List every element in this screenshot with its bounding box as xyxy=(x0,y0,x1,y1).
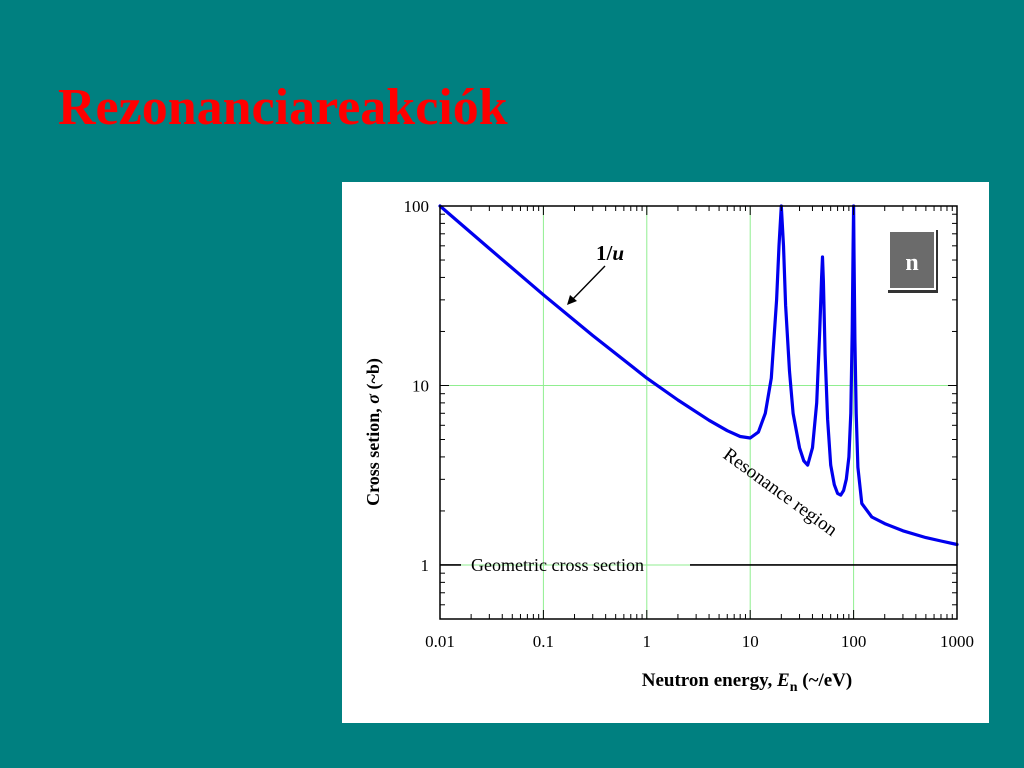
reference-line-label: Geometric cross section xyxy=(471,555,644,575)
y-axis-title: Cross setion, σ (~b) xyxy=(363,358,384,506)
y-tick-label: 100 xyxy=(404,197,430,216)
neutron-badge: n xyxy=(888,230,938,293)
x-tick-label: 0.1 xyxy=(533,632,554,651)
one-over-u-label: 1/u xyxy=(596,241,624,265)
x-tick-label: 0.01 xyxy=(425,632,455,651)
x-tick-label: 1000 xyxy=(940,632,974,651)
x-tick-label: 100 xyxy=(841,632,867,651)
x-tick-label: 1 xyxy=(643,632,652,651)
annotation-arrow-shaft xyxy=(570,265,606,302)
y-tick-label: 10 xyxy=(412,376,429,395)
slide-title: Rezonanciareakciók xyxy=(58,79,508,136)
axis-ticks xyxy=(439,205,958,620)
x-tick-labels: 0.01 0.1 1 10 100 1000 xyxy=(425,632,974,651)
plot-frame xyxy=(439,205,958,620)
x-axis-title: Neutron energy, En (~/eV) xyxy=(642,670,852,695)
one-over-u-annotation: 1/u xyxy=(567,241,624,305)
annotation-arrow-head xyxy=(567,295,577,305)
badge-face xyxy=(890,232,934,288)
cross-section-chart: Geometric cross section 0.01 0.1 1 10 100 100… xyxy=(342,182,989,723)
y-tick-labels: 1 10 100 xyxy=(404,197,430,575)
chart-svg: Geometric cross section 0.01 0.1 1 10 100 100… xyxy=(363,197,974,695)
geometric-cross-section-line: Geometric cross section xyxy=(440,555,957,575)
plot-border xyxy=(439,205,958,620)
badge-label: n xyxy=(905,250,918,276)
resonance-region-label: Resonance region xyxy=(719,444,841,541)
y-tick-label: 1 xyxy=(421,556,430,575)
cross-section-curve xyxy=(438,204,959,547)
x-tick-label: 10 xyxy=(742,632,759,651)
